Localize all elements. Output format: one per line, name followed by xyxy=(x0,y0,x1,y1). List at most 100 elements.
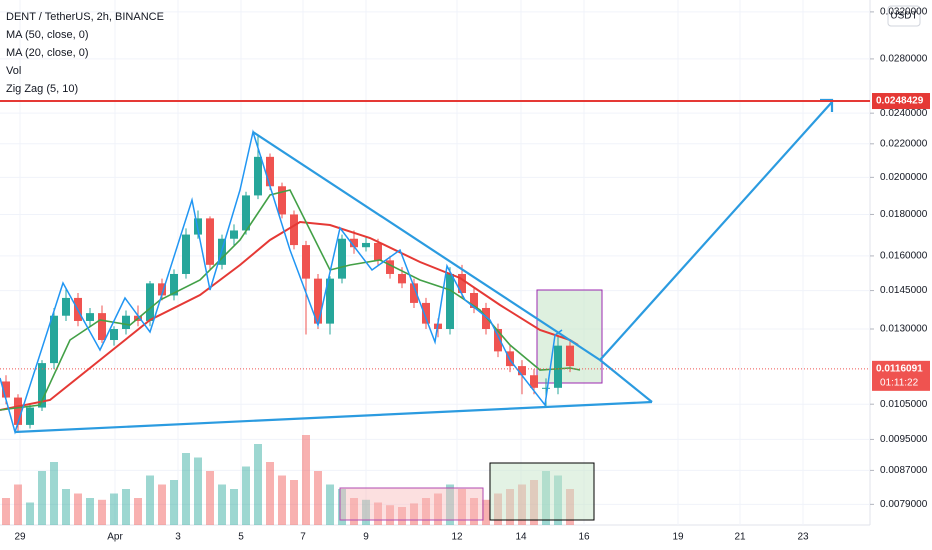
candle-body xyxy=(242,195,250,231)
volume-bar xyxy=(422,498,430,525)
volume-bar xyxy=(470,498,478,525)
y-tick-label: 0.0220000 xyxy=(880,138,928,149)
y-tick-label: 0.0145000 xyxy=(880,285,928,296)
countdown: 01:11:22 xyxy=(880,377,919,388)
volume-bar xyxy=(2,498,10,525)
candle-body xyxy=(566,345,574,367)
volume-bar xyxy=(86,498,94,525)
candles xyxy=(2,135,574,433)
y-tick-label: 0.0320000 xyxy=(880,7,928,18)
volume-bar xyxy=(374,502,382,525)
volume-bar xyxy=(302,435,310,525)
volume-bar xyxy=(290,480,298,525)
candle-body xyxy=(362,242,370,248)
volume-bar xyxy=(338,489,346,525)
candle-body xyxy=(26,407,34,425)
x-tick-label: 9 xyxy=(363,532,369,543)
volume-bar xyxy=(386,505,394,525)
candle-body xyxy=(386,260,394,274)
candle-body xyxy=(326,278,334,324)
candle-body xyxy=(338,238,346,279)
candle-body xyxy=(158,283,166,296)
volume-bar xyxy=(122,489,130,525)
candle-body xyxy=(482,307,490,330)
volume-bar xyxy=(410,503,418,525)
x-tick-label: 16 xyxy=(578,532,590,543)
candle-body xyxy=(98,313,106,341)
volume-bar xyxy=(170,480,178,525)
y-tick-label: 0.0105000 xyxy=(880,399,928,410)
candle-body xyxy=(2,381,10,398)
candle-body xyxy=(278,186,286,215)
volume-bar xyxy=(458,489,466,525)
candle-body xyxy=(266,156,274,187)
resistance-label: 0.0248429 xyxy=(876,96,924,107)
y-tick-label: 0.0180000 xyxy=(880,209,928,220)
x-tick-label: 3 xyxy=(175,532,181,543)
volume-bar xyxy=(146,475,154,525)
volume-bar xyxy=(266,462,274,525)
zigzag xyxy=(0,129,563,435)
candle-body xyxy=(86,313,94,321)
volume-bar xyxy=(482,499,490,525)
volume-bar xyxy=(230,489,238,525)
indicator: MA (50, close, 0) xyxy=(6,29,89,41)
volume-bar xyxy=(134,498,142,525)
indicator: Vol xyxy=(6,65,21,77)
y-tick-label: 0.0160000 xyxy=(880,251,928,262)
volume-bar xyxy=(194,457,202,525)
volume-bar xyxy=(398,507,406,525)
y-tick-label: 0.0087000 xyxy=(880,465,928,476)
candle-body xyxy=(446,273,454,330)
currency-button-label[interactable]: USDT xyxy=(890,11,917,22)
candle-body xyxy=(50,315,58,364)
candle-body xyxy=(530,375,538,388)
x-tick-label: 29 xyxy=(14,532,26,543)
triangle-pattern xyxy=(14,98,834,434)
x-tick-label: 21 xyxy=(734,532,746,543)
volume-bar xyxy=(14,484,22,525)
candle-body xyxy=(146,283,154,321)
candle-body xyxy=(350,238,358,248)
candle-body xyxy=(314,278,322,324)
candle-body xyxy=(422,302,430,324)
candle-body xyxy=(182,234,190,274)
volume-bar xyxy=(62,489,70,525)
candle-body xyxy=(542,387,550,389)
candle-body xyxy=(398,273,406,284)
x-tick-label: 5 xyxy=(238,532,244,543)
candle-body xyxy=(470,293,478,308)
volume-bar xyxy=(254,444,262,525)
y-tick-label: 0.0280000 xyxy=(880,54,928,65)
candle-body xyxy=(290,214,298,246)
volume-bar xyxy=(278,475,286,525)
overlays: 0.0248429 0.0116091 01:11:22 xyxy=(0,93,930,391)
volume-bar xyxy=(242,466,250,525)
candle-body xyxy=(38,363,46,408)
x-tick-label: Apr xyxy=(107,532,123,543)
candle-body xyxy=(494,329,502,352)
volume-bar xyxy=(446,484,454,525)
volume-bar xyxy=(362,499,370,525)
x-tick-label: 12 xyxy=(451,532,463,543)
currency-button[interactable] xyxy=(887,5,921,27)
candle-body xyxy=(410,283,418,303)
indicator: MA (20, close, 0) xyxy=(6,47,89,59)
ma50-line xyxy=(0,220,579,411)
last-price-tag xyxy=(872,360,930,391)
x-tick-label: 7 xyxy=(300,532,306,543)
candle-body xyxy=(14,397,22,425)
y-tick-label: 0.0130000 xyxy=(880,324,928,335)
volume-bar xyxy=(182,453,190,525)
y-tick-label: 0.0095000 xyxy=(880,434,928,445)
candle-body xyxy=(62,297,70,316)
candle-body xyxy=(206,218,214,265)
candle-body xyxy=(302,245,310,279)
indicator: Zig Zag (5, 10) xyxy=(6,83,78,95)
volume-bar xyxy=(218,484,226,525)
volume-bar xyxy=(434,493,442,525)
volume-box-red xyxy=(339,487,484,521)
ma20-line xyxy=(0,189,581,411)
x-tick-label: 19 xyxy=(672,532,684,543)
